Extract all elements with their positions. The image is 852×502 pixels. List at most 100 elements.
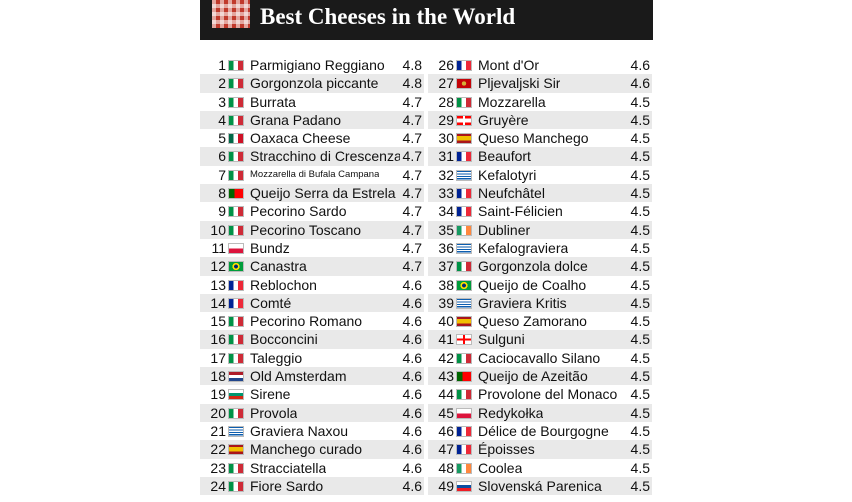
cheese-name: Gruyère <box>478 111 529 128</box>
country-flag-icon <box>456 389 472 401</box>
country-flag-icon <box>456 60 472 71</box>
cheese-rating: 4.5 <box>630 93 650 110</box>
cheese-name: Canastra <box>250 258 307 275</box>
table-row: 34 Saint-Félicien 4.5 <box>428 202 652 220</box>
rank-number: 2 <box>218 75 226 92</box>
cheese-rating: 4.5 <box>630 221 650 238</box>
cheese-rating: 4.6 <box>630 57 650 73</box>
rank-number: 43 <box>438 368 454 385</box>
cheese-name: Stracciatella <box>250 459 327 476</box>
cheese-name: Pljevaljski Sir <box>478 75 561 92</box>
country-flag-icon <box>456 78 472 90</box>
rank-number: 6 <box>218 148 226 165</box>
rank-number: 21 <box>210 422 226 439</box>
country-flag-icon <box>228 407 244 419</box>
cheese-rating: 4.7 <box>402 239 422 256</box>
cheese-rating: 4.5 <box>630 349 650 366</box>
cheese-rating: 4.6 <box>402 313 422 330</box>
table-row: 7 Mozzarella di Bufala Campana 4.7 <box>200 166 424 184</box>
table-row: 15 Pecorino Romano 4.6 <box>200 312 424 330</box>
country-flag-icon <box>228 316 244 328</box>
country-flag-icon <box>228 444 244 456</box>
country-flag-icon <box>456 206 472 218</box>
cheese-name: Gorgonzola piccante <box>250 75 379 92</box>
country-flag-icon <box>456 371 472 383</box>
cheese-rating: 4.5 <box>630 276 650 293</box>
table-row: 23 Stracciatella 4.6 <box>200 459 424 477</box>
table-row: 33 Neufchâtel 4.5 <box>428 184 652 203</box>
cheese-rating: 4.7 <box>402 130 422 147</box>
rank-number: 39 <box>438 294 454 311</box>
table-row: 45 Redykołka 4.5 <box>428 403 652 422</box>
table-row: 47 Époisses 4.5 <box>428 440 652 459</box>
cheese-rating: 4.5 <box>630 111 650 128</box>
country-flag-icon <box>228 188 244 200</box>
country-flag-icon <box>228 297 244 309</box>
cheese-rating: 4.7 <box>402 185 422 202</box>
cheese-rating: 4.7 <box>402 148 422 165</box>
cheese-name: Queijo de Coalho <box>478 276 587 293</box>
rank-number: 16 <box>210 331 226 348</box>
country-flag-icon <box>228 371 244 383</box>
table-row: 38 Queijo de Coalho 4.5 <box>428 276 652 294</box>
rank-number: 38 <box>438 276 454 293</box>
cheese-rating: 4.5 <box>630 368 650 385</box>
country-flag-icon <box>456 425 472 437</box>
country-flag-icon <box>228 261 244 273</box>
checkered-tablecloth-logo-icon <box>212 0 250 28</box>
table-row: 41 Sulguni 4.5 <box>428 330 652 349</box>
country-flag-icon <box>456 480 472 492</box>
table-row: 44 Provolone del Monaco 4.5 <box>428 385 652 403</box>
table-row: 26 Mont d'Or 4.6 <box>428 56 652 74</box>
country-flag-icon <box>228 334 244 346</box>
cheese-name: Graviera Naxou <box>250 422 349 439</box>
rank-number: 36 <box>438 239 454 256</box>
cheese-name: Kefalograviera <box>478 239 569 256</box>
rank-number: 34 <box>438 203 454 220</box>
table-row: 11 Bundz 4.7 <box>200 239 424 257</box>
country-flag-icon <box>456 188 472 200</box>
table-row: 5 Oaxaca Cheese 4.7 <box>200 129 424 147</box>
cheese-name: Saint-Félicien <box>478 203 563 220</box>
cheese-name: Stracchino di Crescenza <box>250 148 400 165</box>
table-row: 10 Pecorino Toscano 4.7 <box>200 220 424 239</box>
rank-number: 28 <box>438 93 454 110</box>
country-flag-icon <box>228 389 244 401</box>
table-row: 8 Queijo Serra da Estrela 4.7 <box>200 184 424 203</box>
ranking-column-left: 1 Parmigiano Reggiano 4.8 2 Gorgonzola picca… <box>200 56 424 496</box>
cheese-name: Queso Manchego <box>478 130 589 147</box>
rank-number: 37 <box>438 258 454 275</box>
cheese-name: Taleggio <box>250 349 303 366</box>
country-flag-icon <box>228 133 244 145</box>
cheese-name: Dubliner <box>478 221 531 238</box>
cheese-rating: 4.5 <box>630 258 650 275</box>
country-flag-icon <box>228 242 244 254</box>
cheese-rating: 4.8 <box>402 57 422 73</box>
cheese-name: Pecorino Toscano <box>250 221 362 238</box>
rank-number: 30 <box>438 130 454 147</box>
cheese-rating: 4.6 <box>402 477 422 494</box>
rank-number: 29 <box>438 111 454 128</box>
cheese-name: Sirene <box>250 386 291 403</box>
rank-number: 24 <box>210 477 226 494</box>
cheese-name: Bocconcini <box>250 331 318 348</box>
rank-number: 48 <box>438 459 454 476</box>
table-row: 4 Grana Padano 4.7 <box>200 110 424 130</box>
cheese-name: Parmigiano Reggiano <box>250 57 385 73</box>
table-row: 40 Queso Zamorano 4.5 <box>428 312 652 330</box>
rank-number: 8 <box>218 185 226 202</box>
rank-number: 47 <box>438 441 454 458</box>
country-flag-icon <box>228 78 244 90</box>
rank-number: 10 <box>210 221 226 238</box>
cheese-name: Old Amsterdam <box>250 368 347 385</box>
rank-number: 4 <box>218 111 226 128</box>
cheese-name: Neufchâtel <box>478 185 545 202</box>
country-flag-icon <box>456 462 472 474</box>
rank-number: 11 <box>211 239 226 256</box>
country-flag-icon <box>456 407 472 419</box>
country-flag-icon <box>456 96 472 108</box>
rank-number: 26 <box>438 57 454 73</box>
cheese-rating: 4.5 <box>630 422 650 439</box>
cheese-rating: 4.7 <box>402 166 422 183</box>
